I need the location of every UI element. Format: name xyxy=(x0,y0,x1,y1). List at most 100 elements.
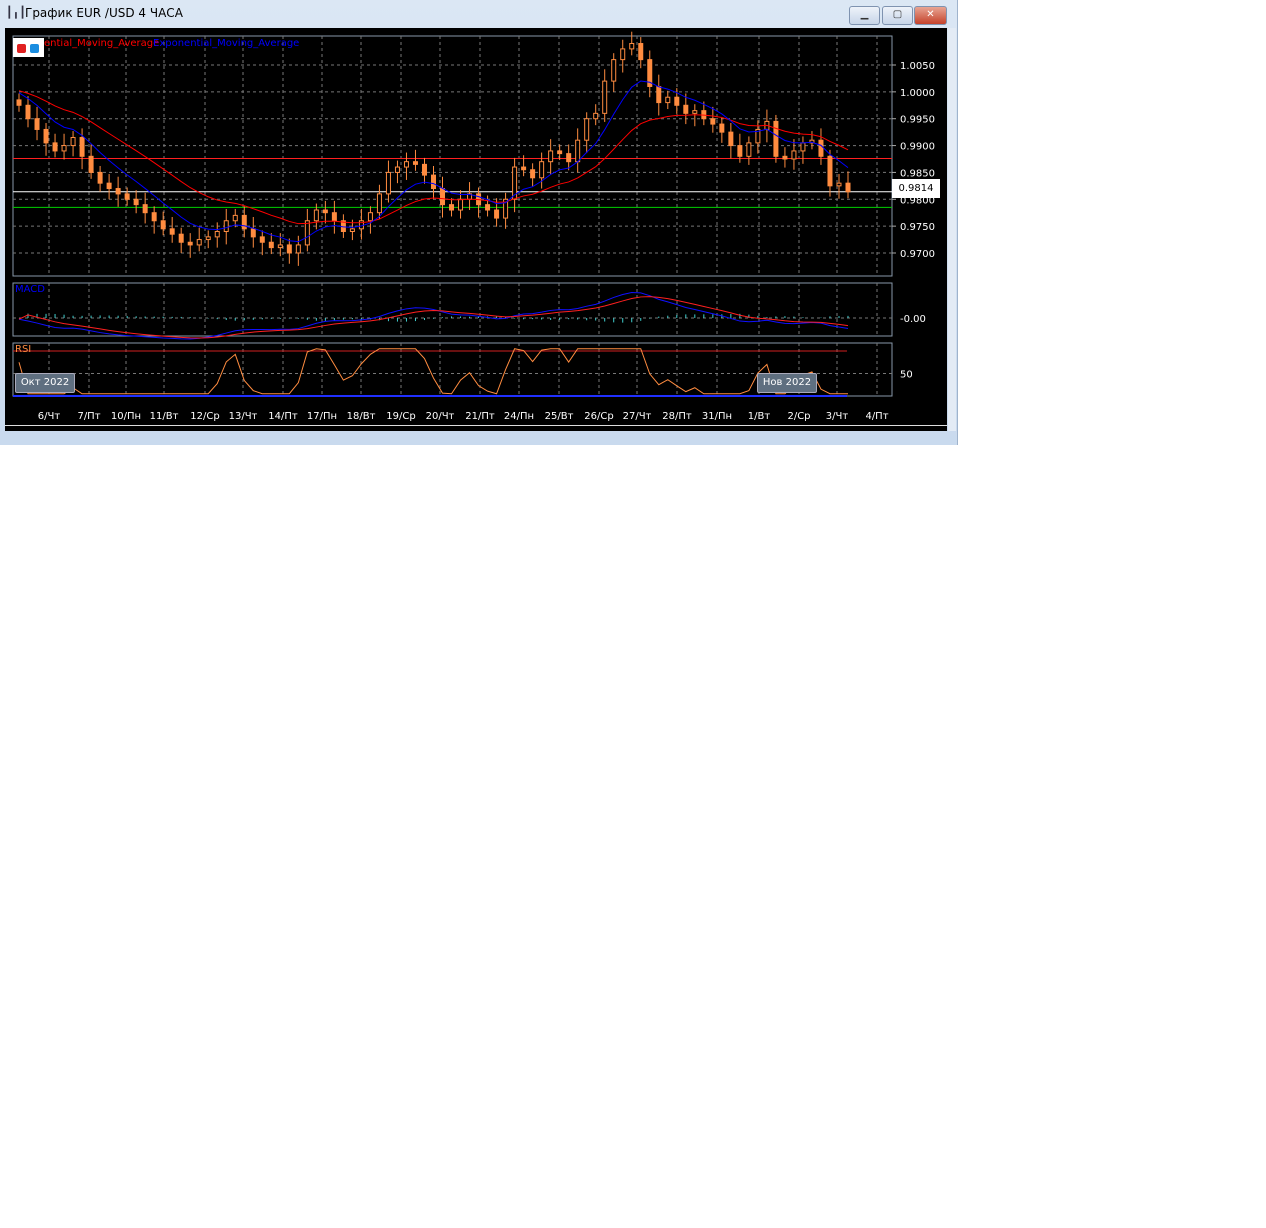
candle xyxy=(16,93,22,112)
candle-body xyxy=(512,166,518,200)
candle xyxy=(25,96,31,128)
y-tick-label: 0.9750 xyxy=(900,222,935,233)
candle-body xyxy=(61,145,67,152)
candle-body xyxy=(97,171,103,184)
candle-body xyxy=(485,204,491,211)
y-tick-label: 1.0050 xyxy=(900,61,935,72)
x-tick-label: 6/Чт xyxy=(38,411,61,422)
candle xyxy=(845,171,851,199)
y-tick-label: 0.9850 xyxy=(900,168,935,179)
x-tick-label: 3/Чт xyxy=(826,411,849,422)
candle xyxy=(503,192,509,229)
candle-body xyxy=(719,123,725,133)
candle xyxy=(106,174,112,200)
candle-body xyxy=(412,161,418,165)
candle xyxy=(629,31,635,56)
candle xyxy=(286,238,292,264)
candle-body xyxy=(403,161,409,168)
indicator-toggle-box[interactable] xyxy=(13,38,44,57)
y-tick-label: 0.9950 xyxy=(900,115,935,126)
x-tick-label: 12/Ср xyxy=(190,411,219,422)
candle xyxy=(304,208,310,252)
candle xyxy=(656,74,662,116)
x-tick-label: 19/Ср xyxy=(386,411,415,422)
candle-body xyxy=(115,188,121,195)
macd-panel xyxy=(12,282,893,337)
candle xyxy=(61,133,67,160)
candle-body xyxy=(800,142,806,152)
x-tick-label: 25/Вт xyxy=(545,411,574,422)
candle xyxy=(485,195,491,217)
candle-body xyxy=(106,182,112,190)
candle xyxy=(259,230,265,256)
candle-body xyxy=(737,145,743,157)
candle-body xyxy=(575,139,581,163)
candle-body xyxy=(295,244,301,254)
candle xyxy=(241,206,247,238)
candle-body xyxy=(665,96,671,104)
candle-body xyxy=(629,43,635,50)
candle-body xyxy=(160,220,166,230)
candle-body xyxy=(584,118,590,141)
chart-svg: 6/Чт 7/Пт 10/Пн 11/Вт 12/Ср 13/Чт 14/Пт 17/Пн 18… xyxy=(12,31,935,422)
chart-app-icon: ┃╻┃ xyxy=(6,6,26,19)
candle xyxy=(638,37,644,69)
ema-slow-line xyxy=(18,90,849,225)
chart-area[interactable]: 6/Чт 7/Пт 10/Пн 11/Вт 12/Ср 13/Чт 14/Пт 17/Пн 18… xyxy=(5,28,947,431)
candle-body xyxy=(178,233,184,243)
candle xyxy=(70,131,76,157)
candle xyxy=(512,157,518,213)
candle-body xyxy=(809,139,815,144)
x-tick-label: 18/Вт xyxy=(347,411,376,422)
candle-body xyxy=(440,188,446,206)
candle-body xyxy=(602,80,608,114)
candle-body xyxy=(421,163,427,176)
candle-body xyxy=(791,150,797,160)
candle-body xyxy=(539,161,545,179)
vertical-scrollbar[interactable] xyxy=(948,28,956,431)
x-tick-label: 31/Пн xyxy=(702,411,732,422)
candle-body xyxy=(124,193,130,200)
price-panel xyxy=(12,35,893,277)
candle-body xyxy=(70,137,76,147)
candle-body xyxy=(241,214,247,230)
x-tick-label: 28/Пт xyxy=(662,411,692,422)
candle-body xyxy=(277,244,283,249)
candle xyxy=(593,104,599,126)
candle xyxy=(295,235,301,266)
candle xyxy=(322,200,328,224)
candle-body xyxy=(782,155,788,160)
candle-body xyxy=(376,193,382,214)
y-tick-label: 0.9900 xyxy=(900,142,935,153)
candle-body xyxy=(286,244,292,254)
ema-legend-red: ential_Moving_Average xyxy=(44,38,160,49)
candle xyxy=(97,165,103,192)
candle-body xyxy=(394,166,400,173)
candle xyxy=(403,152,409,180)
minimize-button[interactable]: ▁ xyxy=(849,6,880,25)
candle-body xyxy=(593,112,599,120)
macd-tick-label: -0.00 xyxy=(900,314,926,325)
candle xyxy=(719,117,725,143)
title-bar[interactable]: ┃╻┃ График EUR /USD 4 ЧАСА ▁ ▢ ✕ xyxy=(0,0,957,28)
candle-body xyxy=(728,131,734,147)
maximize-button[interactable]: ▢ xyxy=(882,6,913,25)
candle-body xyxy=(385,171,391,195)
close-button[interactable]: ✕ xyxy=(914,6,947,25)
red-square-icon xyxy=(17,44,26,53)
x-tick-label: 14/Пт xyxy=(268,411,298,422)
candle-body xyxy=(16,99,22,106)
y-tick-label: 0.9700 xyxy=(900,249,935,260)
candle xyxy=(223,208,229,245)
candle-body xyxy=(458,198,464,211)
candle-body xyxy=(304,220,310,246)
candle xyxy=(566,144,572,171)
candle xyxy=(160,211,166,236)
candle xyxy=(530,163,536,187)
candle xyxy=(313,203,319,230)
bottom-border xyxy=(5,425,947,426)
candle xyxy=(728,123,734,159)
candle xyxy=(169,216,175,243)
candle xyxy=(575,128,581,173)
blue-square-icon xyxy=(30,44,39,53)
